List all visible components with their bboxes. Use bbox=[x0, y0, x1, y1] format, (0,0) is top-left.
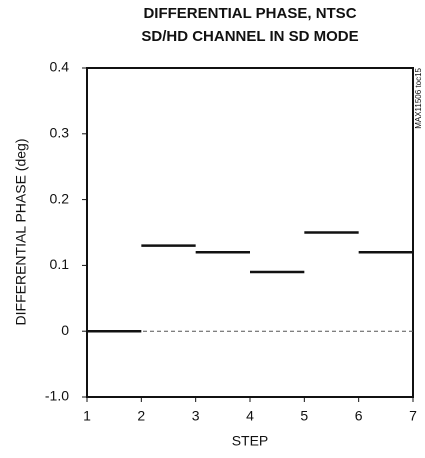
plot-frame bbox=[86, 67, 414, 398]
x-tick-label: 5 bbox=[300, 408, 308, 424]
x-tick-label: 1 bbox=[83, 408, 91, 424]
y-tick-label: 0.2 bbox=[50, 190, 70, 206]
x-tick-label: 4 bbox=[246, 408, 254, 424]
x-tick-label: 6 bbox=[355, 408, 363, 424]
y-tick-label: 0.3 bbox=[50, 125, 70, 141]
annotation: MAX11506 toc15 bbox=[414, 67, 423, 128]
x-tick-label: 3 bbox=[192, 408, 200, 424]
y-axis-label: DIFFERENTIAL PHASE (deg) bbox=[13, 139, 29, 326]
chart-title: SD/HD CHANNEL IN SD MODE bbox=[141, 28, 358, 45]
x-tick-label: 2 bbox=[137, 408, 145, 424]
y-tick-label: 0.1 bbox=[50, 256, 70, 272]
x-axis-label: STEP bbox=[232, 433, 269, 449]
chart-title: DIFFERENTIAL PHASE, NTSC bbox=[143, 5, 356, 22]
y-tick-label: 0 bbox=[61, 322, 69, 338]
y-tick-label: 0.4 bbox=[50, 59, 70, 75]
y-tick-label: -1.0 bbox=[45, 388, 69, 404]
x-tick-label: 7 bbox=[409, 408, 417, 424]
